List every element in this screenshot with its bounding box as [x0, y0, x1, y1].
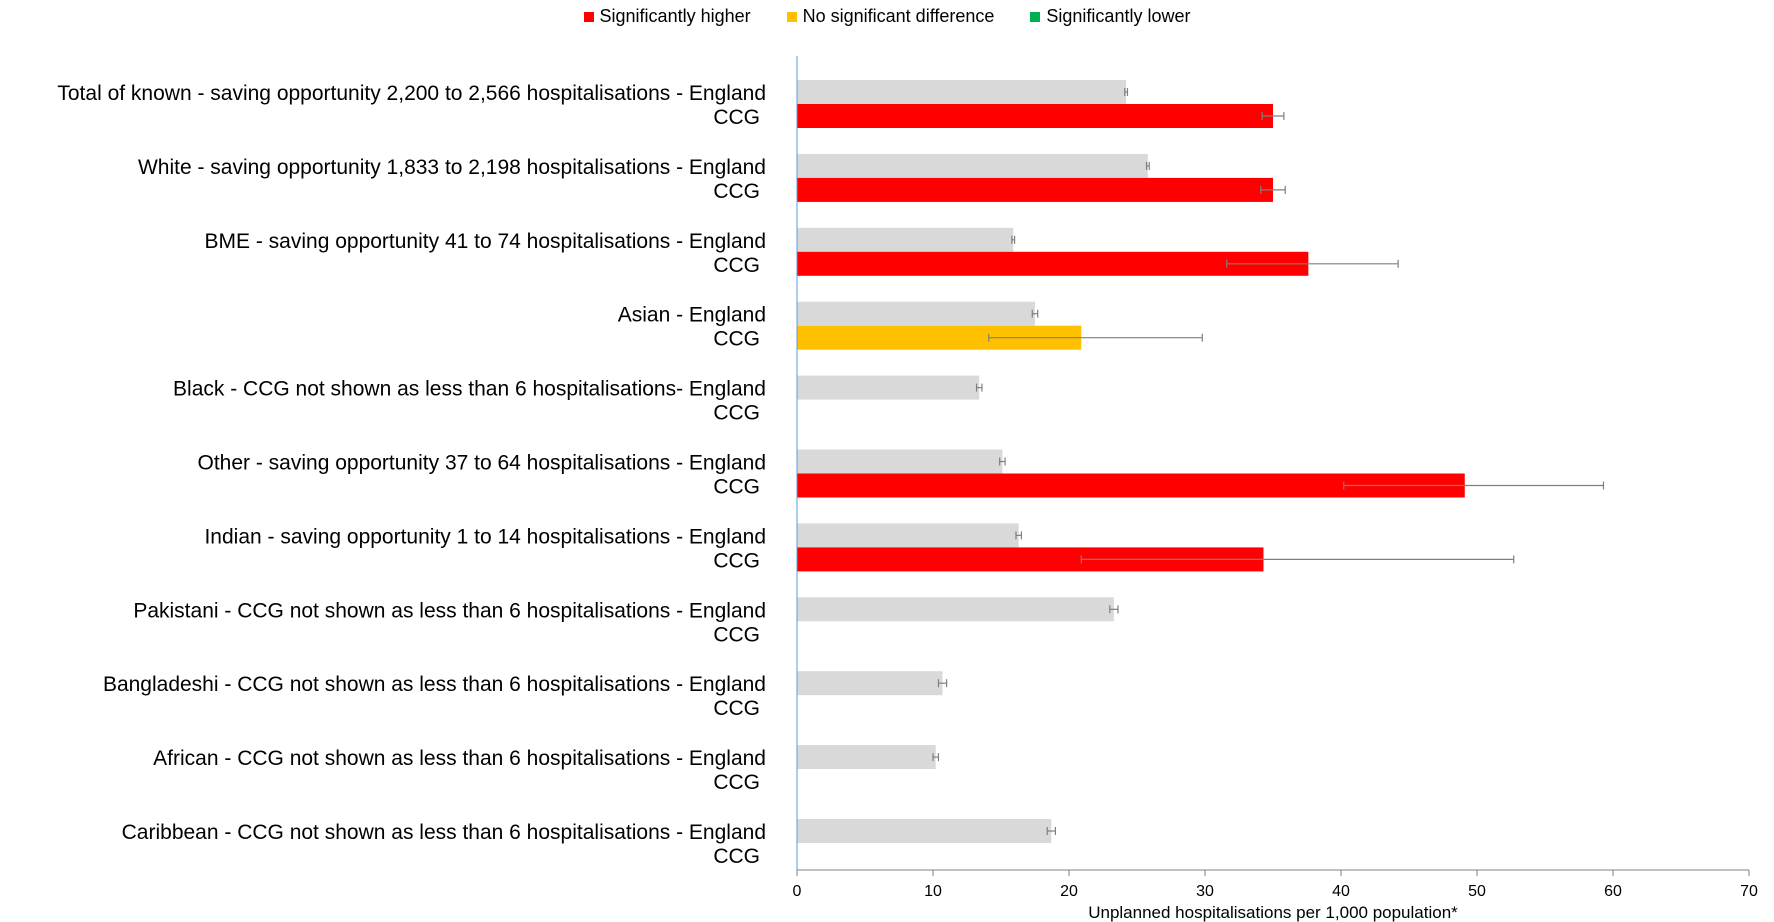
ccg-label-4: CCG — [713, 402, 760, 425]
x-tick-label-5: 50 — [1468, 883, 1486, 900]
ccg-errorbar-3 — [988, 333, 1203, 342]
england-bar-1 — [797, 153, 1148, 178]
legend-item-lower: Significantly lower — [1030, 6, 1190, 27]
england-bar-3 — [797, 301, 1035, 326]
ccg-errorbar-0 — [1261, 112, 1285, 120]
england-bar-10 — [797, 819, 1052, 843]
legend-swatch-higher — [583, 11, 594, 22]
england-errorbar-6 — [1015, 531, 1023, 540]
legend-item-no-difference: No significant difference — [786, 6, 995, 27]
category-label-1: White - saving opportunity 1,833 to 2,19… — [138, 156, 766, 179]
ccg-label-2: CCG — [713, 254, 760, 277]
ccg-label-5: CCG — [713, 476, 760, 499]
legend-item-higher: Significantly higher — [583, 6, 751, 27]
category-label-5: Other - saving opportunity 37 to 64 hosp… — [197, 452, 766, 475]
england-bar-6 — [797, 523, 1019, 548]
england-errorbar-0 — [1124, 88, 1129, 96]
x-tick-label-1: 10 — [924, 883, 942, 900]
england-errorbar-4 — [975, 383, 983, 392]
ccg-label-9: CCG — [713, 771, 760, 794]
ccg-label-10: CCG — [713, 845, 760, 868]
england-bar-0 — [797, 80, 1127, 104]
x-tick-label-3: 30 — [1196, 883, 1214, 900]
legend-swatch-no-difference — [786, 11, 797, 22]
legend-label-higher: Significantly higher — [599, 6, 751, 26]
legend-label-lower: Significantly lower — [1046, 6, 1191, 26]
ccg-errorbar-1 — [1260, 185, 1286, 194]
category-label-3: Asian - England — [618, 304, 766, 327]
category-label-4: Black - CCG not shown as less than 6 hos… — [173, 378, 766, 401]
x-tick-label-6: 60 — [1604, 883, 1622, 900]
england-bar-8 — [797, 671, 943, 696]
ccg-label-8: CCG — [713, 697, 760, 720]
england-errorbar-9 — [932, 753, 940, 762]
ccg-bar-2 — [797, 251, 1309, 276]
x-tick-label-0: 0 — [793, 883, 802, 900]
legend-swatch-lower — [1030, 11, 1041, 22]
ccg-errorbar-6 — [1080, 555, 1515, 564]
england-errorbar-2 — [1011, 235, 1016, 244]
england-errorbar-8 — [937, 679, 948, 688]
england-errorbar-5 — [999, 457, 1006, 466]
category-label-10: Caribbean - CCG not shown as less than 6… — [122, 821, 766, 844]
england-errorbar-3 — [1031, 309, 1039, 318]
england-bar-5 — [797, 449, 1003, 474]
ccg-label-3: CCG — [713, 328, 760, 351]
category-label-9: African - CCG not shown as less than 6 h… — [153, 747, 766, 770]
x-tick-label-2: 20 — [1060, 883, 1078, 900]
ccg-label-1: CCG — [713, 180, 760, 203]
ccg-bar-1 — [797, 177, 1273, 202]
ccg-label-0: CCG — [713, 106, 760, 129]
category-label-7: Pakistani - CCG not shown as less than 6… — [133, 599, 766, 622]
x-axis-title: Unplanned hospitalisations per 1,000 pop… — [1088, 903, 1458, 922]
legend: Significantly higher No significant diff… — [0, 6, 1774, 27]
category-label-6: Indian - saving opportunity 1 to 14 hosp… — [204, 525, 766, 548]
england-errorbar-10 — [1046, 827, 1057, 835]
category-label-2: BME - saving opportunity 41 to 74 hospit… — [205, 230, 767, 253]
england-bar-4 — [797, 375, 980, 400]
ccg-bar-0 — [797, 104, 1273, 128]
england-errorbar-1 — [1145, 161, 1150, 170]
england-errorbar-7 — [1109, 605, 1119, 614]
category-label-8: Bangladeshi - CCG not shown as less than… — [103, 673, 766, 696]
ccg-errorbar-2 — [1226, 259, 1399, 268]
england-bar-7 — [797, 597, 1114, 622]
ccg-label-6: CCG — [713, 549, 760, 572]
x-tick-label-4: 40 — [1332, 883, 1350, 900]
england-bar-9 — [797, 745, 936, 770]
ccg-label-7: CCG — [713, 623, 760, 646]
ccg-errorbar-5 — [1343, 481, 1605, 490]
x-tick-label-7: 70 — [1740, 883, 1758, 900]
legend-label-no-difference: No significant difference — [802, 6, 995, 26]
category-label-0: Total of known - saving opportunity 2,20… — [57, 82, 766, 105]
england-bar-2 — [797, 227, 1014, 252]
